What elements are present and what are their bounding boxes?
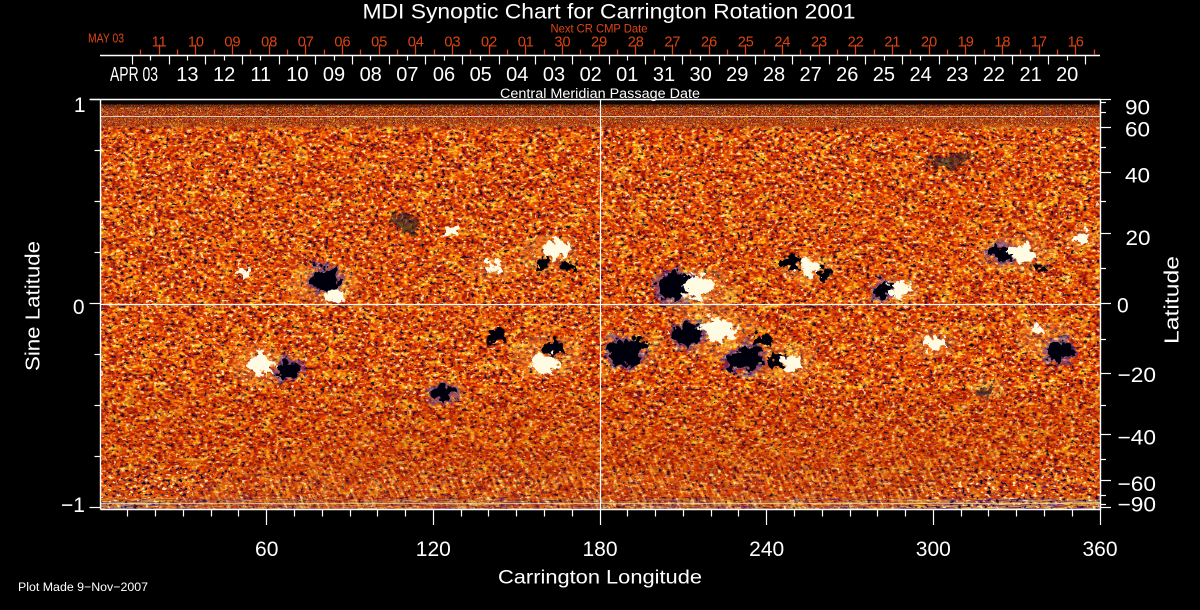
svg-text:Sine Latitude: Sine Latitude [23,241,45,371]
svg-text:Latitude: Latitude [1162,256,1184,344]
svg-text:MDI Synoptic Chart for Carring: MDI Synoptic Chart for Carrington Rotati… [363,1,856,24]
svg-text:−60: −60 [1118,473,1157,496]
svg-text:20: 20 [1126,227,1151,250]
svg-text:18: 18 [994,35,1010,51]
svg-text:90: 90 [1125,97,1150,120]
svg-text:0: 0 [73,296,85,319]
svg-text:08: 08 [360,64,382,86]
svg-text:31: 31 [653,64,675,86]
svg-text:08: 08 [261,35,277,51]
svg-text:20: 20 [921,35,937,51]
svg-text:120: 120 [416,538,451,561]
svg-text:300: 300 [916,538,951,561]
svg-text:05: 05 [371,35,387,51]
svg-text:04: 04 [408,35,424,51]
svg-text:−1: −1 [61,494,85,517]
svg-text:30: 30 [689,64,711,86]
svg-text:23: 23 [946,64,968,86]
svg-text:07: 07 [396,64,418,86]
svg-text:360: 360 [1082,538,1117,561]
svg-text:21: 21 [884,35,900,51]
svg-text:01: 01 [616,64,638,86]
svg-text:Plot Made 9−Nov−2007: Plot Made 9−Nov−2007 [18,580,148,594]
svg-text:Carrington Longitude: Carrington Longitude [498,568,702,589]
svg-text:02: 02 [580,64,602,86]
svg-text:Central Meridian Passage Date: Central Meridian Passage Date [500,86,700,101]
svg-text:13: 13 [176,64,198,86]
svg-text:25: 25 [873,64,895,86]
svg-text:29: 29 [591,35,607,51]
svg-text:06: 06 [334,35,350,51]
svg-text:−20: −20 [1118,364,1157,387]
svg-text:27: 27 [799,64,821,86]
svg-text:1: 1 [74,94,86,117]
svg-text:12: 12 [213,64,235,86]
svg-text:19: 19 [958,35,974,51]
svg-text:60: 60 [255,538,278,561]
svg-text:25: 25 [738,35,754,51]
svg-text:23: 23 [811,35,827,51]
svg-text:−90: −90 [1118,494,1157,517]
svg-text:60: 60 [1125,119,1150,142]
svg-text:22: 22 [983,64,1005,86]
svg-text:04: 04 [506,64,528,86]
svg-text:09: 09 [323,64,345,86]
svg-text:11: 11 [152,35,167,51]
svg-text:APR 03: APR 03 [110,64,158,86]
svg-text:07: 07 [298,35,314,51]
svg-text:16: 16 [1068,35,1084,51]
svg-text:24: 24 [909,64,931,86]
svg-text:22: 22 [848,35,864,51]
svg-text:06: 06 [433,64,455,86]
svg-text:20: 20 [1056,64,1078,86]
svg-text:27: 27 [664,35,680,51]
svg-text:21: 21 [1019,64,1041,86]
svg-text:17: 17 [1031,35,1047,51]
svg-text:26: 26 [836,64,858,86]
svg-text:10: 10 [188,35,204,51]
svg-text:29: 29 [726,64,748,86]
svg-text:05: 05 [470,64,492,86]
svg-text:03: 03 [444,35,460,51]
svg-text:26: 26 [701,35,717,51]
svg-text:−40: −40 [1118,427,1157,450]
svg-text:01: 01 [518,35,534,51]
svg-text:180: 180 [582,538,617,561]
svg-text:11: 11 [250,64,271,86]
svg-text:MAY 03: MAY 03 [88,32,124,46]
svg-text:30: 30 [554,35,570,51]
svg-text:40: 40 [1125,165,1150,188]
svg-text:10: 10 [286,64,308,86]
svg-text:03: 03 [543,64,565,86]
svg-text:0: 0 [1117,295,1129,318]
svg-text:09: 09 [224,35,240,51]
svg-text:Next CR CMP Date: Next CR CMP Date [551,22,648,36]
svg-text:28: 28 [628,35,644,51]
svg-text:240: 240 [749,538,784,561]
svg-text:24: 24 [774,35,790,51]
svg-text:28: 28 [763,64,785,86]
svg-text:02: 02 [481,35,497,51]
